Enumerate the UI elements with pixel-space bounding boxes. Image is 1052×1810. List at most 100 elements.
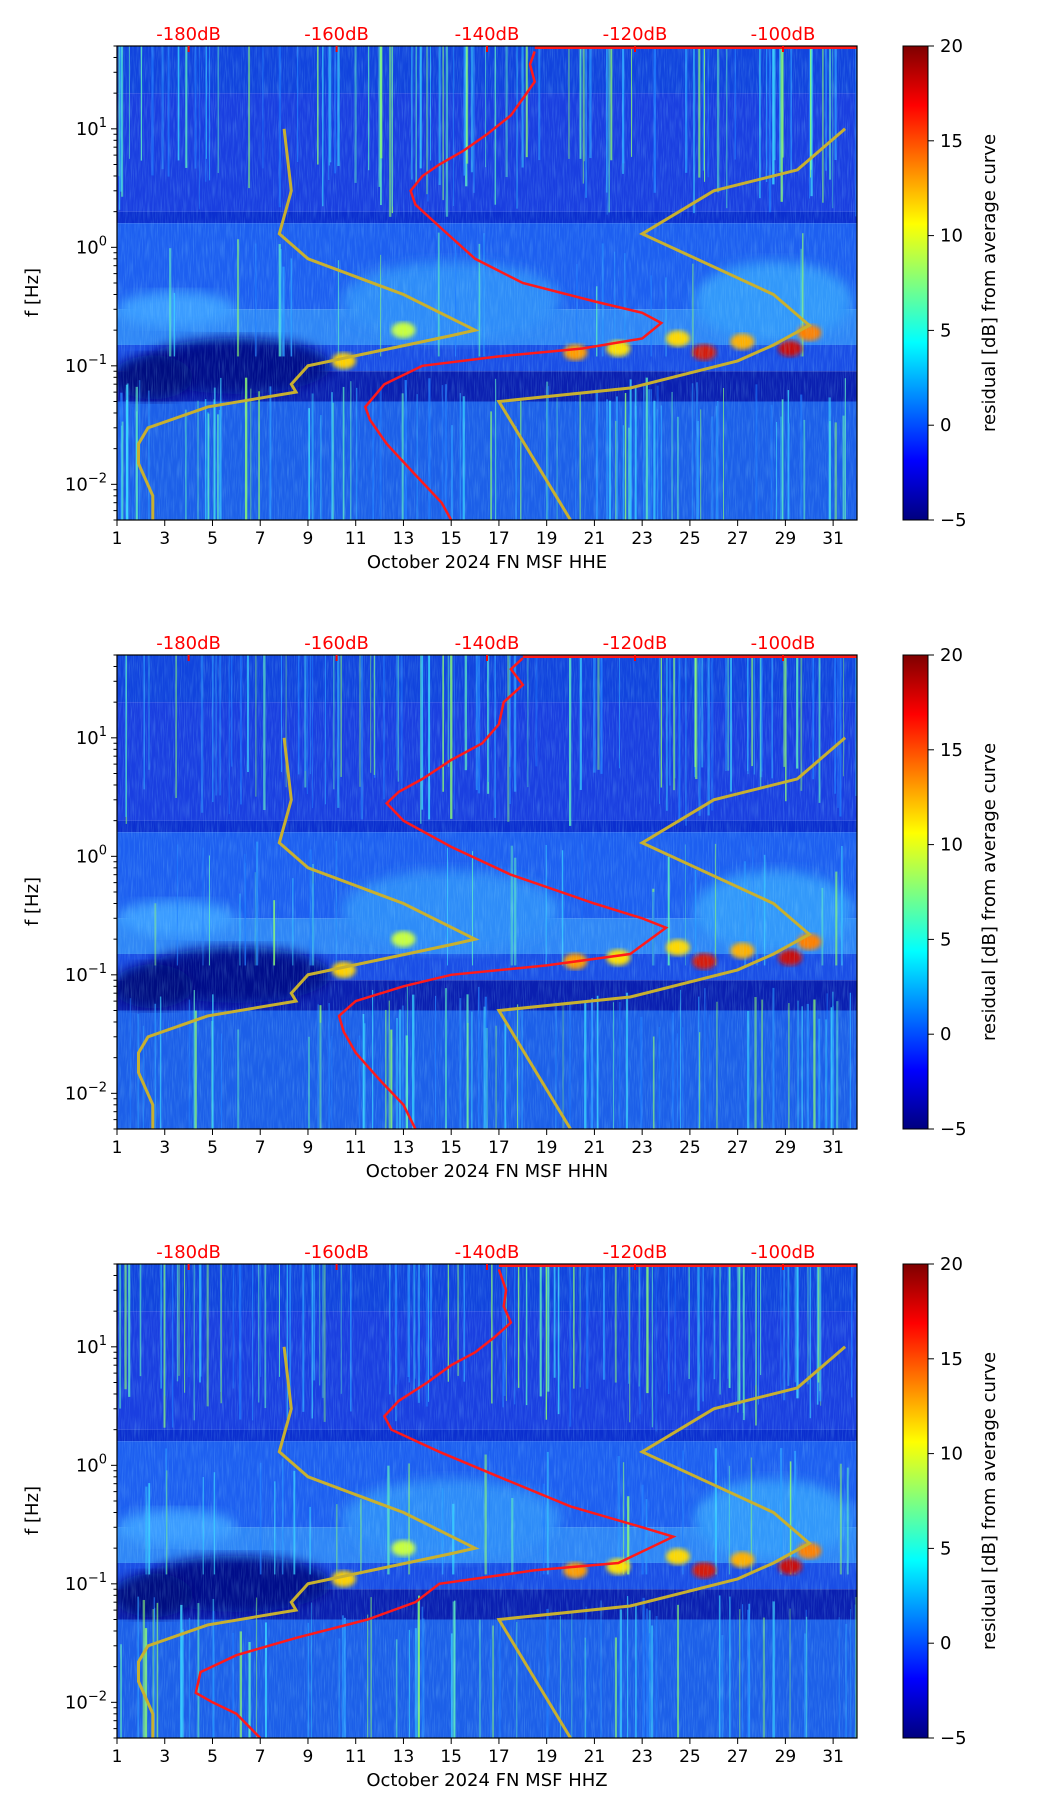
y-axis-label: f [Hz]: [22, 1486, 43, 1535]
db-axis-label: -160dB: [304, 24, 369, 45]
x-tick-label: 29: [775, 529, 797, 549]
noise-texture: [117, 46, 857, 520]
x-tick-label: 7: [255, 1747, 266, 1767]
x-tick-label: 15: [440, 1138, 462, 1158]
colorbar-tick-label: 20: [940, 36, 963, 57]
x-tick-label: 25: [679, 1747, 701, 1767]
y-tick-label: 100: [76, 234, 107, 258]
db-axis-label: -100dB: [751, 24, 816, 45]
x-tick-label: 27: [727, 1138, 749, 1158]
y-tick-label: 100: [76, 843, 107, 867]
colorbar-tick-label: −5: [940, 1728, 967, 1749]
x-tick-label: 27: [727, 1747, 749, 1767]
noise-model-low-line: [137, 737, 480, 1129]
db-axis-label: -140dB: [455, 24, 520, 45]
db-axis-label: -100dB: [751, 1242, 816, 1263]
x-tick-label: 25: [679, 1138, 701, 1158]
noise-model-high-line: [496, 1345, 847, 1738]
x-tick-label: 3: [159, 1138, 170, 1158]
psd-curve-line: [363, 50, 664, 520]
x-tick-label: 5: [207, 1138, 218, 1158]
colorbar: −5 0 5 10 15 20 residual [dB] from average cur…: [902, 645, 1000, 1140]
db-axis-label: -160dB: [304, 633, 369, 654]
x-tick-label: 15: [440, 529, 462, 549]
x-tick-label: 9: [303, 1138, 314, 1158]
db-axis-label: -120dB: [603, 1242, 668, 1263]
y-tick-label: 10−1: [65, 962, 107, 986]
colorbar: −5 0 5 10 15 20 residual [dB] from average cur…: [902, 36, 1000, 531]
db-axis-label: -180dB: [156, 1242, 221, 1263]
x-tick-label: 13: [393, 529, 415, 549]
x-axis-label: October 2024 FN MSF HHN: [366, 1161, 608, 1182]
x-axis-label: October 2024 FN MSF HHZ: [366, 1770, 607, 1791]
x-tick-label: 21: [584, 1747, 606, 1767]
colorbar-tick-label: 5: [940, 929, 951, 950]
x-tick-label: 21: [584, 529, 606, 549]
colorbar-label: residual [dB] from average curve: [979, 1352, 1000, 1650]
colorbar-gradient: [902, 1263, 929, 1739]
spectrogram-heatmap: [117, 655, 857, 1129]
colorbar-tick-label: 5: [940, 1538, 951, 1559]
x-tick-label: 15: [440, 1747, 462, 1767]
x-tick-label: 19: [536, 1747, 558, 1767]
db-axis-label: -180dB: [156, 24, 221, 45]
noise-model-high-line: [496, 127, 847, 520]
x-tick-label: 19: [536, 529, 558, 549]
db-axis-label: -100dB: [751, 633, 816, 654]
y-tick-label: 101: [76, 116, 107, 140]
x-tick-label: 1: [112, 529, 123, 549]
x-tick-label: 13: [393, 1138, 415, 1158]
x-tick-label: 31: [822, 1138, 844, 1158]
y-axis-label: f [Hz]: [22, 268, 43, 317]
colorbar-gradient: [902, 654, 929, 1130]
colorbar-tick-label: 20: [940, 645, 963, 666]
x-tick-label: 9: [303, 529, 314, 549]
colorbar-tick-label: 10: [940, 1444, 963, 1465]
y-tick-label: 10−1: [65, 1571, 107, 1595]
x-tick-label: 29: [775, 1747, 797, 1767]
colorbar-tick-label: −5: [940, 510, 967, 531]
x-tick-label: 23: [631, 1138, 653, 1158]
y-tick-label: 10−2: [65, 1689, 107, 1713]
db-axis-label: -160dB: [304, 1242, 369, 1263]
x-tick-label: 5: [207, 529, 218, 549]
x-tick-label: 11: [345, 1747, 367, 1767]
noise-texture: [117, 655, 857, 1129]
colorbar-tick-label: 15: [940, 1349, 963, 1370]
noise-model-high-line: [496, 736, 847, 1129]
y-tick-label: 10−1: [65, 353, 107, 377]
db-axis-label: -180dB: [156, 633, 221, 654]
x-tick-label: 7: [255, 1138, 266, 1158]
y-axis-label: f [Hz]: [22, 877, 43, 926]
colorbar-tick-label: −5: [940, 1119, 967, 1140]
db-axis-label: -140dB: [455, 633, 520, 654]
db-axis-label: -120dB: [603, 633, 668, 654]
x-tick-label: 5: [207, 1747, 218, 1767]
x-tick-label: 31: [822, 529, 844, 549]
colorbar-tick-label: 20: [940, 1254, 963, 1275]
psd-curve-line: [337, 657, 669, 1129]
x-tick-label: 27: [727, 529, 749, 549]
x-tick-label: 17: [488, 1138, 510, 1158]
x-tick-label: 13: [393, 1747, 415, 1767]
y-tick-label: 100: [76, 1452, 107, 1476]
db-axis-label: -120dB: [603, 24, 668, 45]
spectrogram-heatmap: [117, 46, 857, 520]
colorbar-tick-label: 15: [940, 740, 963, 761]
colorbar-tick-label: 10: [940, 226, 963, 247]
x-tick-label: 23: [631, 1747, 653, 1767]
y-tick-label: 10−2: [65, 1080, 107, 1104]
colorbar-tick-label: 15: [940, 131, 963, 152]
noise-model-low-line: [137, 128, 480, 520]
colorbar-tick-label: 10: [940, 835, 963, 856]
colorbar-tick-label: 0: [940, 1024, 951, 1045]
x-tick-label: 25: [679, 529, 701, 549]
x-tick-label: 31: [822, 1747, 844, 1767]
psd-curve-line: [194, 1268, 677, 1738]
x-tick-label: 3: [159, 529, 170, 549]
colorbar-gradient: [902, 45, 929, 521]
colorbar-label: residual [dB] from average curve: [979, 134, 1000, 432]
